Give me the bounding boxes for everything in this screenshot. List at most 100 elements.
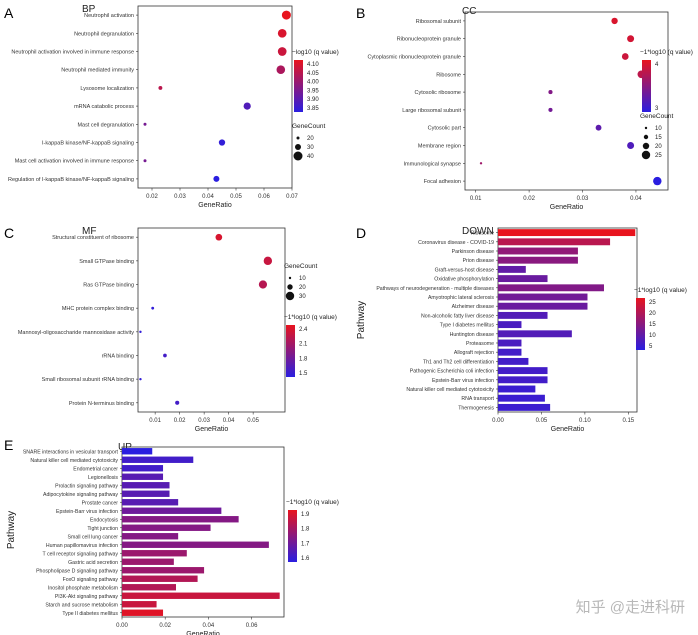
category-label: Endocytosis [90,517,118,523]
x-tick-label: 0.02 [159,623,171,629]
bar [498,357,529,365]
bar [122,533,179,540]
panel-title: DOWN [462,226,494,237]
data-point [277,28,287,38]
category-label: Prolactin signaling pathway [55,483,118,489]
bar [498,229,636,237]
data-point [151,306,155,310]
category-label: Ras GTPase binding [83,283,134,289]
x-tick-label: 0.07 [286,194,298,200]
bar [498,339,522,347]
panel-letter: D [356,225,366,241]
x-tick-label: 0.02 [146,194,158,200]
bar [122,456,194,463]
color-legend-label: 2.4 [299,327,308,333]
bar [122,558,174,565]
category-label: Cytosolic part [428,126,462,132]
data-point [653,176,662,186]
color-legend-label: 25 [649,300,656,306]
category-label: Ribosomal subunit [416,19,462,25]
category-label: T cell receptor signaling pathway [43,551,119,557]
size-legend-label: 20 [655,144,662,150]
category-label: Thermogenesis [458,405,494,411]
bar [122,609,164,616]
color-legend-label: 1.5 [299,371,308,377]
size-legend-label: 40 [307,154,314,160]
category-label: Immunological synapse [404,161,461,167]
panel-title: MF [82,226,96,237]
category-label: Ribosome [436,72,461,78]
x-tick-label: 0.01 [470,196,482,202]
x-axis-label: GeneRatio [550,204,584,211]
x-tick-label: 0.01 [149,418,161,424]
category-label: Mannosyl-oligosaccharide mannosidase act… [18,330,134,336]
color-legend-label: 1.6 [301,556,310,562]
bar [122,541,269,548]
x-tick-label: 0.00 [492,418,504,424]
size-legend-label: 20 [307,136,314,142]
bar [122,465,164,472]
x-axis-label: GeneRatio [195,426,229,433]
category-label: Graft-versus-host disease [435,267,495,273]
size-legend-dot [296,136,300,140]
category-label: Prostate cancer [82,500,119,506]
bar [122,482,170,489]
bar [122,507,222,514]
color-legend-label: 1.8 [299,356,308,362]
bar [122,473,164,480]
size-legend-dot [293,151,303,161]
category-label: PI3K-Akt signaling pathway [55,594,119,600]
data-point [243,102,251,110]
bar [498,394,545,402]
bar [498,330,572,338]
x-tick-label: 0.05 [247,418,259,424]
data-point [175,400,180,405]
data-point [143,159,147,163]
bar [122,567,205,574]
category-label: Legionellosis [88,475,118,481]
bar [498,238,611,246]
x-tick-label: 0.04 [202,194,214,200]
color-legend-label: 15 [649,322,656,328]
category-label: Adipocytokine signaling pathway [43,492,118,498]
color-legend-bar [288,510,297,562]
bar [498,367,548,375]
color-legend-label: 4.10 [307,62,319,68]
data-point [627,35,635,43]
panel-title: CC [462,6,476,17]
bar [122,592,280,599]
category-label: Natural killer cell mediated cytotoxicit… [406,387,494,393]
x-tick-label: 0.00 [116,623,128,629]
color-legend-label: 4.00 [307,80,319,86]
category-label: RNA transport [461,396,494,402]
x-axis-label: GeneRatio [198,202,232,209]
color-legend-label: 3 [655,106,659,112]
bar [498,311,548,319]
size-legend-dot [288,276,292,280]
size-legend-dot [285,291,295,301]
color-legend-title: −1*log10 (q value) [286,499,339,506]
category-label: Type I diabetes mellitus [440,323,495,329]
color-legend-title: −1*log10 (q value) [634,287,687,294]
category-label: Human papillomavirus infection [46,543,118,549]
data-point [277,47,287,56]
x-tick-label: 0.15 [622,418,634,424]
category-label: Endometrial cancer [73,466,118,472]
size-legend-dot [642,142,650,150]
category-label: Type II diabetes mellitus [62,611,118,617]
category-label: Amyotrophic lateral sclerosis [428,295,494,301]
size-legend-label: 30 [307,145,314,151]
plot-border [497,227,638,413]
y-axis-label: Pathway [356,301,367,339]
size-legend-dot [295,144,301,150]
category-label: rRNA binding [102,353,134,359]
panel-title: BP [82,4,96,15]
data-point [139,330,142,334]
category-label: Pathogenic Escherichia coli infection [410,369,494,375]
panel-letter: C [4,225,14,241]
